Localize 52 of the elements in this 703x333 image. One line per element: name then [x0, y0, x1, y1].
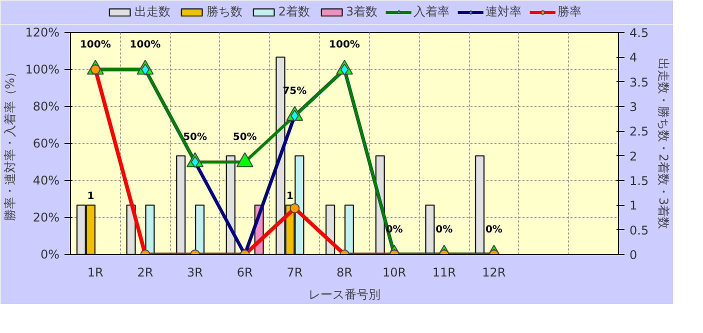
y-tick-label: 80%: [32, 100, 60, 114]
y2-tick-label: 1: [630, 198, 638, 213]
data-label: 0%: [485, 224, 502, 236]
data-label: 0%: [436, 224, 453, 236]
y-axis-title: 勝率・連対率・入着率（%）: [3, 66, 18, 222]
x-tick-label: 10R: [382, 266, 406, 280]
bar: [344, 204, 354, 254]
y-tick-label: 40%: [32, 174, 60, 188]
y2-tick-label: 1.5: [630, 174, 649, 188]
legend-label: 連対率: [486, 4, 522, 20]
y2-axis-title: 出走数・勝ち数・2着数・3着数: [656, 58, 671, 230]
data-label: 100%: [130, 40, 161, 50]
data-label: 1: [87, 191, 94, 202]
legend-label: 2着数: [278, 4, 310, 20]
x-tick-label: 8R: [336, 266, 352, 280]
data-label: 100%: [80, 40, 111, 50]
y-tick-label: 20%: [32, 210, 60, 224]
data-label: 100%: [329, 40, 360, 50]
legend-label: 勝率: [558, 4, 582, 20]
y-tick-label: 100%: [25, 62, 60, 76]
point: [236, 152, 254, 168]
legend-label: 入着率: [414, 4, 450, 20]
x-tick-label: 3R: [187, 266, 204, 280]
legend-label: 勝ち数: [206, 4, 242, 20]
bar: [194, 204, 205, 254]
y2-tick-label: 0: [630, 248, 638, 262]
legend-label: 3着数: [346, 4, 378, 20]
x-tick-label: 6R: [236, 266, 253, 280]
y2-tick-label: 0.5: [630, 223, 649, 238]
legend-label: 出走数: [134, 4, 170, 20]
y-tick-label: 0%: [40, 248, 60, 262]
bar: [145, 204, 155, 254]
y-tick-label: 60%: [32, 136, 60, 150]
y2-tick-label: 3: [630, 100, 638, 114]
bar: [425, 204, 435, 254]
x-axis-title: レース番号別: [308, 288, 380, 302]
y2-tick-label: 4: [630, 50, 638, 65]
bar: [176, 155, 186, 254]
y2-tick-label: 4.5: [630, 26, 649, 40]
x-tick-label: 1R: [87, 266, 104, 280]
bar: [474, 155, 485, 254]
data-label: 1: [286, 191, 294, 202]
data-label: 50%: [183, 132, 208, 143]
y-tick-label: 120%: [25, 26, 60, 40]
x-tick-label: 2R: [137, 266, 154, 280]
y2-tick-label: 2: [630, 149, 638, 164]
y2-tick-label: 2.5: [630, 124, 649, 139]
x-tick-label: 7R: [286, 266, 303, 280]
x-tick-label: 11R: [432, 266, 456, 280]
y2-tick-label: 3.5: [630, 75, 649, 90]
x-tick-label: 12R: [482, 266, 506, 280]
data-label: 50%: [232, 132, 257, 143]
